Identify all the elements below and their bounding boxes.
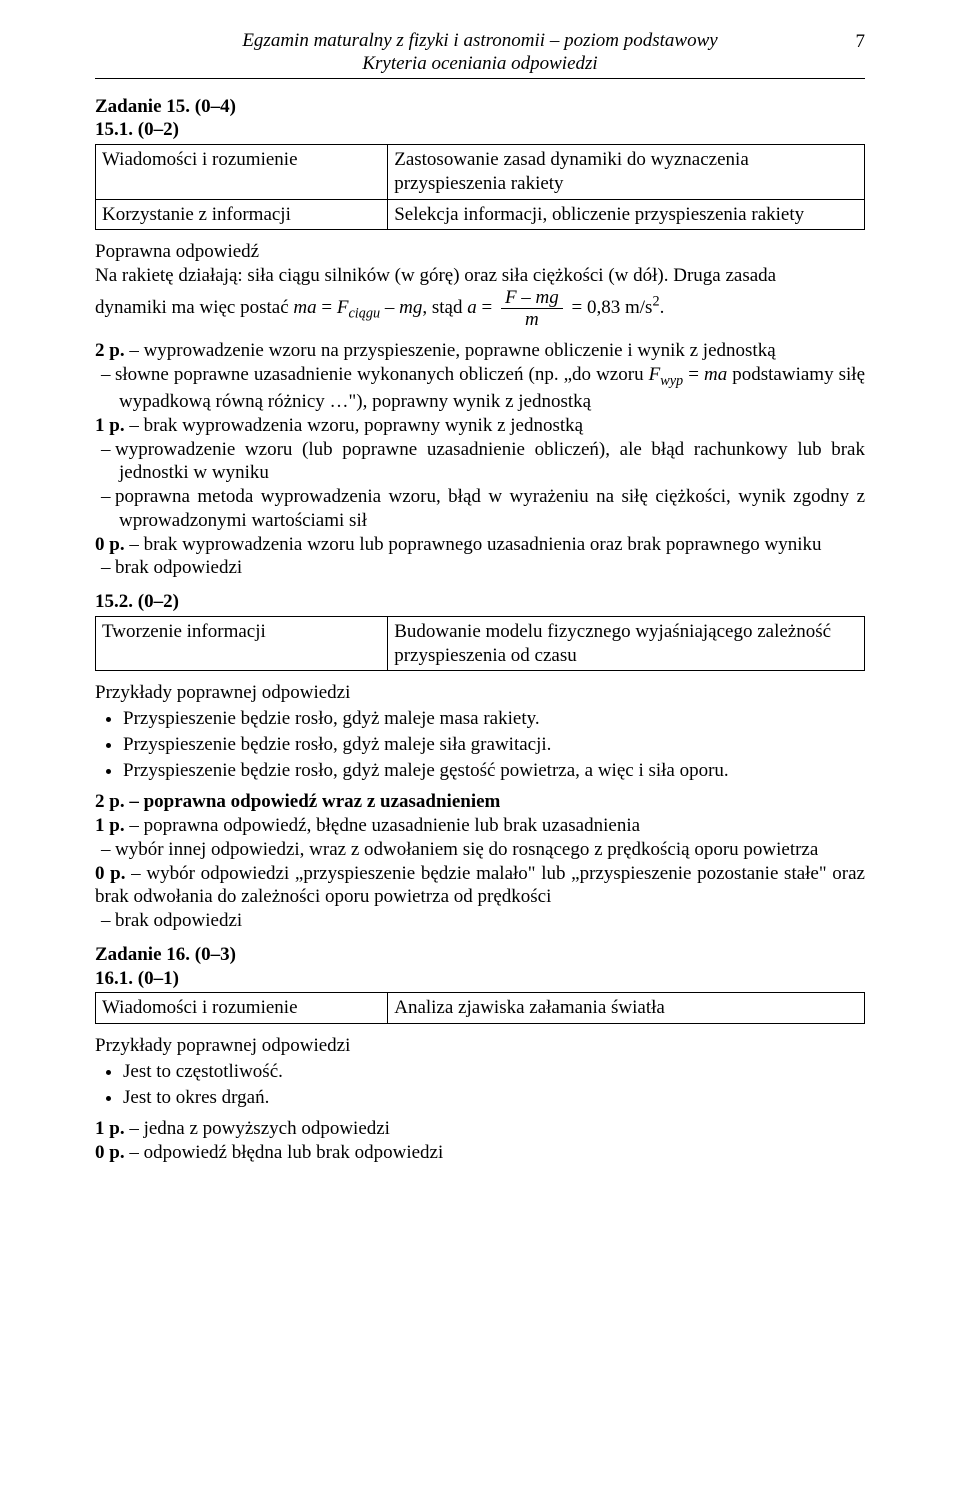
frac-den: m [501, 309, 563, 329]
pts-2p-lead: 2 p. [95, 340, 125, 361]
page-header: 7 Egzamin maturalny z fizyki i astronomi… [95, 30, 865, 79]
pts2-2p: 2 p. – poprawna odpowiedź wraz z uzasadn… [95, 790, 865, 814]
pts-1p-b: wyprowadzenie wzoru (lub poprawne uzasad… [115, 439, 865, 484]
pts-0p-lead: 0 p. [95, 534, 125, 555]
task15-2-title: 15.2. (0–2) [95, 590, 865, 614]
answer-line-2: dynamiki ma więc postać ma = Fciągu – mg… [95, 288, 865, 329]
eq-ma: ma [704, 364, 727, 385]
task16-1p: – jedna z powyższych odpowiedzi [125, 1118, 390, 1139]
answer-line-1: Na rakietę działają: siła ciągu silników… [95, 264, 865, 288]
list-item: Jest to częstotliwość. [123, 1060, 865, 1084]
table-cell: Wiadomości i rozumienie [96, 993, 388, 1024]
pts-0p-a: – brak wyprowadzenia wzoru lub poprawneg… [125, 534, 822, 555]
table-cell: Analiza zjawiska załamania światła [388, 993, 865, 1024]
list-item: Przyspieszenie będzie rosło, gdyż maleje… [123, 707, 865, 731]
text: dynamiki ma więc postać [95, 297, 293, 318]
eq-sub: wyp [660, 372, 683, 388]
page-number: 7 [856, 30, 866, 54]
eq-F: F [649, 364, 661, 385]
task15-2-points: 2 p. – poprawna odpowiedź wraz z uzasadn… [95, 790, 865, 933]
list-item: Przyspieszenie będzie rosło, gdyż maleje… [123, 759, 865, 783]
table-cell: Korzystanie z informacji [96, 199, 388, 230]
examples-list: Jest to częstotliwość. Jest to okres drg… [95, 1060, 865, 1110]
fraction: F – mgm [501, 288, 563, 329]
table-cell: Wiadomości i rozumienie [96, 145, 388, 200]
header-line-1: Egzamin maturalny z fizyki i astronomii … [95, 30, 865, 53]
task16-1-table: Wiadomości i rozumienie Analiza zjawiska… [95, 992, 865, 1024]
text: . [660, 297, 665, 318]
task15-2-table: Tworzenie informacji Budowanie modelu fi… [95, 616, 865, 672]
pts-2p-a: – wyprowadzenie wzoru na przyspieszenie,… [125, 340, 776, 361]
list-item: Przyspieszenie będzie rosło, gdyż maleje… [123, 733, 865, 757]
examples-label: Przykłady poprawnej odpowiedzi [95, 1034, 865, 1058]
text: – [380, 297, 399, 318]
task15-1-answer: Poprawna odpowiedź Na rakietę działają: … [95, 240, 865, 329]
eq-mg: mg [399, 297, 422, 318]
task15-1-table: Wiadomości i rozumienie Zastosowanie zas… [95, 144, 865, 230]
table-cell: Zastosowanie zasad dynamiki do wyznaczen… [388, 145, 865, 200]
list-item: Jest to okres drgań. [123, 1086, 865, 1110]
eq-sub: ciągu [348, 306, 380, 322]
task16-0p: – odpowiedź błędna lub brak odpowiedzi [125, 1142, 444, 1163]
text: = 0,83 m/s [567, 297, 653, 318]
frac-num-F: F [505, 287, 517, 308]
pts-0p-b: brak odpowiedzi [115, 557, 242, 578]
table-cell: Tworzenie informacji [96, 616, 388, 671]
task16-title: Zadanie 16. (0–3) [95, 943, 865, 967]
examples-list: Przyspieszenie będzie rosło, gdyż maleje… [95, 707, 865, 782]
text: = [683, 364, 704, 385]
text: = [317, 297, 337, 318]
answer-label: Poprawna odpowiedź [95, 240, 865, 264]
eq-ma: ma [293, 297, 316, 318]
table-cell: Budowanie modelu fizycznego wyjaśniające… [388, 616, 865, 671]
frac-num-mg: mg [536, 287, 559, 308]
task15-1-points: 2 p. – wyprowadzenie wzoru na przyspiesz… [95, 339, 865, 580]
pts2-0p-b: brak odpowiedzi [115, 910, 242, 931]
header-line-2: Kryteria oceniania odpowiedzi [95, 53, 865, 76]
pts-1p-c: poprawna metoda wyprowadzenia wzoru, błą… [115, 486, 865, 531]
pts2-0p-a: – wybór odpowiedzi „przyspieszenie będzi… [95, 863, 865, 908]
eq-a: a [467, 297, 477, 318]
table-cell: Selekcja informacji, obliczenie przyspie… [388, 199, 865, 230]
task15-title: Zadanie 15. (0–4) [95, 95, 865, 119]
frac-num-minus: – [517, 287, 536, 308]
pts2-1p-b: wybór innej odpowiedzi, wraz z odwołanie… [115, 839, 818, 860]
task16-1-title: 16.1. (0–1) [95, 967, 865, 991]
pts2-1p-a: – poprawna odpowiedź, błędne uzasadnieni… [125, 815, 640, 836]
pts-2p-b-pre: słowne poprawne uzasadnienie wykonanych … [115, 364, 649, 385]
eq-F: F [337, 297, 349, 318]
text: = [477, 297, 497, 318]
pts-1p-a: – brak wyprowadzenia wzoru, poprawny wyn… [125, 415, 584, 436]
eq-sup: 2 [652, 293, 659, 309]
task15-1-title: 15.1. (0–2) [95, 118, 865, 142]
pts-1p-lead: 1 p. [95, 415, 125, 436]
page: 7 Egzamin maturalny z fizyki i astronomi… [0, 0, 960, 1494]
text: , stąd [422, 297, 467, 318]
examples-label: Przykłady poprawnej odpowiedzi [95, 681, 865, 705]
